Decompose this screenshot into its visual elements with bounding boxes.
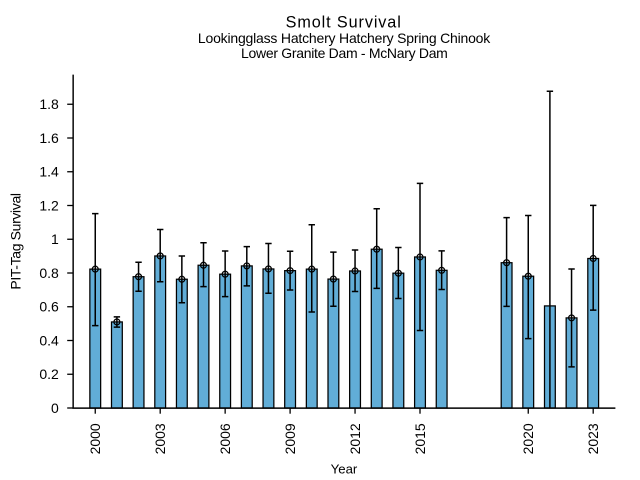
svg-text:1: 1	[51, 231, 59, 247]
svg-text:2009: 2009	[282, 423, 298, 454]
svg-text:0.8: 0.8	[39, 265, 59, 281]
svg-text:1.2: 1.2	[39, 197, 59, 213]
svg-text:Lookingglass Hatchery Hatchery: Lookingglass Hatchery Hatchery Spring Ch…	[198, 30, 491, 46]
svg-text:2020: 2020	[520, 423, 536, 454]
svg-text:0.6: 0.6	[39, 299, 59, 315]
svg-text:0.2: 0.2	[39, 366, 59, 382]
svg-text:Lower Granite Dam - McNary Dam: Lower Granite Dam - McNary Dam	[241, 45, 448, 61]
svg-text:2006: 2006	[217, 423, 233, 454]
svg-text:Year: Year	[331, 462, 358, 477]
svg-text:Smolt Survival: Smolt Survival	[286, 14, 402, 32]
svg-text:1.4: 1.4	[39, 164, 59, 180]
svg-text:2003: 2003	[152, 423, 168, 454]
svg-text:PIT-Tag Survival: PIT-Tag Survival	[8, 193, 24, 290]
svg-text:0.4: 0.4	[39, 332, 59, 348]
svg-text:0: 0	[51, 400, 59, 416]
svg-text:1.6: 1.6	[39, 130, 59, 146]
svg-text:1.8: 1.8	[39, 96, 59, 112]
svg-text:2012: 2012	[347, 423, 363, 454]
svg-text:2000: 2000	[87, 423, 103, 454]
svg-text:2015: 2015	[412, 423, 428, 454]
svg-text:2023: 2023	[585, 423, 601, 454]
